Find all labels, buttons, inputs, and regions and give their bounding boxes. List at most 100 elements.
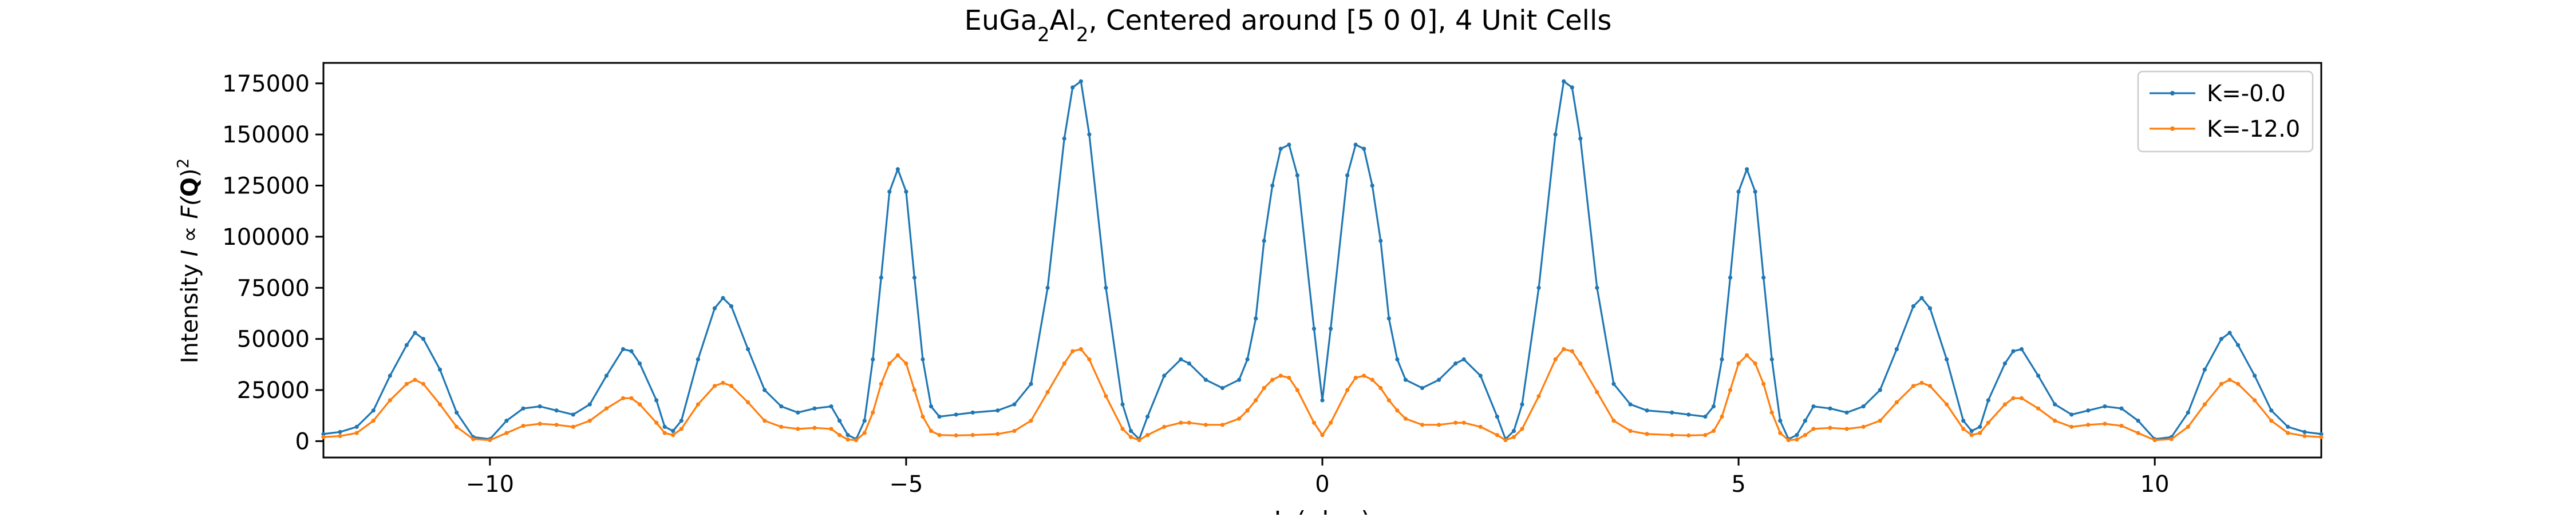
data-point: [920, 357, 925, 361]
data-point: [1029, 381, 1033, 386]
data-point: [2235, 343, 2241, 347]
data-point: [321, 432, 326, 436]
data-point: [1828, 425, 1832, 430]
data-point: [2269, 419, 2274, 423]
data-point: [338, 429, 342, 434]
data-point: [1919, 380, 1924, 385]
data-point: [1811, 427, 1816, 431]
data-point: [404, 381, 409, 386]
data-point: [1645, 408, 1649, 413]
data-point: [929, 428, 934, 434]
data-point: [2119, 423, 2124, 428]
x-axis-label: L (r.l.u.): [1274, 506, 1371, 515]
x-tick-label: −10: [466, 471, 514, 498]
data-point: [1345, 388, 1350, 392]
data-point: [1078, 79, 1083, 83]
data-point: [1245, 357, 1250, 361]
data-point: [995, 408, 1000, 413]
data-point: [887, 189, 892, 194]
data-point: [1145, 414, 1150, 419]
data-point: [587, 402, 592, 407]
data-point: [1778, 419, 1783, 423]
chart-title: EuGa2Al2, Centered around [5 0 0], 4 Uni…: [965, 5, 1612, 46]
data-point: [2086, 423, 2091, 427]
data-point: [1861, 424, 1866, 429]
data-point: [321, 435, 326, 439]
data-point: [1703, 414, 1708, 419]
data-point: [812, 425, 817, 430]
data-point: [2202, 402, 2207, 407]
data-point: [1553, 132, 1558, 137]
data-point: [1070, 85, 1075, 90]
data-point: [862, 419, 867, 423]
data-point: [1078, 347, 1083, 352]
data-point: [2086, 408, 2091, 413]
data-point: [937, 414, 942, 419]
data-point: [1745, 167, 1749, 172]
data-point: [1295, 388, 1299, 392]
data-point: [895, 167, 900, 172]
data-point: [2286, 431, 2290, 435]
data-point: [2019, 347, 2024, 352]
data-point: [1769, 357, 1774, 361]
data-point: [1045, 390, 1050, 395]
data-point: [1162, 373, 1167, 378]
data-point: [354, 424, 359, 429]
data-point: [1578, 136, 1583, 141]
data-point: [1236, 377, 1242, 382]
data-point: [854, 438, 859, 443]
legend-box: [2137, 70, 2314, 153]
data-point: [1087, 357, 1092, 361]
data-point: [1128, 435, 1133, 439]
data-point: [1670, 433, 1674, 438]
data-point: [2253, 373, 2257, 378]
data-point: [1753, 189, 1757, 194]
data-point: [354, 431, 359, 435]
data-point: [696, 357, 700, 361]
data-point: [1562, 347, 1566, 352]
data-point: [1245, 408, 1250, 413]
data-point: [1894, 400, 1899, 405]
data-point: [2136, 431, 2140, 435]
data-point: [1270, 183, 1275, 188]
data-point: [1104, 394, 1108, 399]
data-point: [1328, 420, 1333, 425]
data-point: [1720, 414, 1724, 419]
data-point: [1203, 377, 1208, 382]
data-point: [1179, 420, 1183, 425]
y-tick-label: 0: [295, 428, 310, 455]
data-point: [587, 419, 592, 423]
data-point: [1254, 398, 1258, 403]
data-point: [1378, 238, 1383, 243]
data-point: [662, 431, 667, 435]
data-point: [1927, 384, 1933, 388]
data-point: [654, 398, 659, 403]
data-point: [1828, 406, 1832, 411]
data-point: [604, 373, 609, 378]
data-point: [1969, 428, 1974, 434]
x-tick-label: 5: [1731, 471, 1745, 498]
data-point: [912, 388, 917, 392]
data-point: [970, 433, 975, 438]
data-point: [1811, 404, 1816, 409]
y-tick-label: 25000: [237, 377, 310, 404]
data-point: [1670, 410, 1674, 415]
data-point: [1911, 304, 1916, 309]
data-point: [954, 412, 958, 417]
data-point: [1395, 357, 1400, 361]
data-point: [1520, 427, 1524, 431]
data-point: [1686, 412, 1691, 417]
data-point: [1420, 423, 1425, 427]
data-point: [1254, 316, 1258, 321]
data-point: [2011, 396, 2016, 400]
data-point: [1461, 420, 1466, 425]
data-point: [1070, 349, 1075, 353]
data-point: [1420, 385, 1425, 391]
data-point: [1287, 375, 1291, 380]
data-point: [421, 337, 426, 341]
data-point: [1878, 388, 1882, 392]
data-point: [837, 433, 842, 438]
data-point: [846, 433, 850, 438]
data-point: [712, 384, 717, 388]
data-point: [762, 419, 767, 423]
